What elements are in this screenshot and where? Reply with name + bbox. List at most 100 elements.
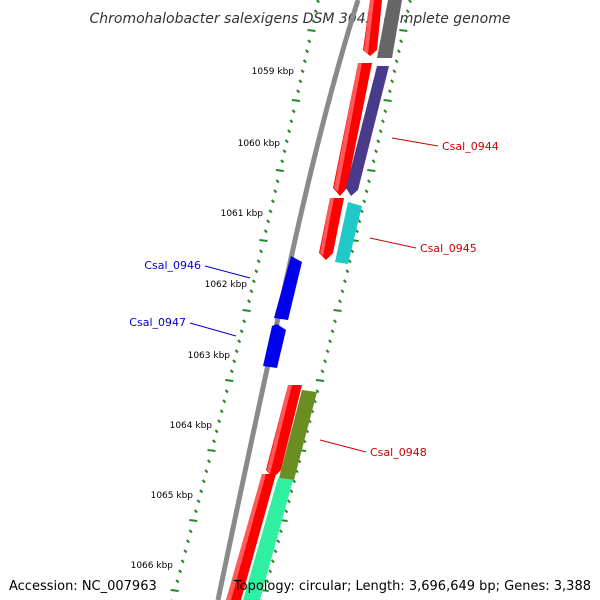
accession-text: Accession: NC_007963 — [9, 579, 157, 594]
kbp-tick-minor — [316, 0, 320, 4]
outer-tick-minor — [323, 359, 327, 364]
kbp-tick-minor — [249, 289, 254, 294]
gene-feature-red[interactable] — [363, 0, 382, 56]
kbp-label: 1064 kbp — [170, 421, 213, 431]
kbp-tick-minor — [206, 459, 211, 464]
outer-tick-minor — [330, 329, 335, 334]
outer-tick-minor — [292, 479, 297, 484]
outer-tick-major — [399, 29, 408, 32]
gene-label-csal-0944[interactable]: Csal_0944 — [442, 140, 499, 153]
outer-tick-minor — [320, 369, 325, 374]
kbp-tick-minor — [175, 579, 180, 584]
kbp-tick-minor — [296, 89, 301, 94]
outer-tick-minor — [284, 509, 289, 514]
kbp-tick-minor — [217, 419, 222, 424]
kbp-tick-minor — [298, 79, 303, 84]
kbp-tick-minor — [183, 549, 188, 554]
kbp-tick-minor — [291, 109, 296, 114]
gene-feature-mint[interactable] — [243, 478, 293, 600]
kbp-tick-minor — [204, 469, 209, 474]
kbp-tick-major — [259, 239, 268, 242]
outer-tick-minor — [371, 159, 376, 164]
kbp-tick-minor — [280, 159, 285, 164]
kbp-tick-minor — [273, 189, 278, 194]
kbp-tick-minor — [251, 279, 256, 284]
kbp-tick-minor — [178, 569, 183, 574]
kbp-tick-minor — [282, 149, 287, 154]
kbp-tick-major — [170, 589, 179, 592]
gene-feature-red[interactable] — [319, 198, 344, 260]
gene-feature-gray[interactable] — [377, 0, 402, 58]
outer-tick-minor — [273, 549, 278, 554]
gene-feature-olive[interactable] — [279, 390, 317, 480]
kbp-tick-minor — [180, 559, 185, 564]
gene-label-csal-0945[interactable]: Csal_0945 — [420, 242, 477, 255]
kbp-tick-major — [275, 169, 285, 172]
kbp-tick-minor — [284, 139, 289, 144]
outer-tick-minor — [276, 539, 281, 544]
kbp-tick-minor — [307, 39, 312, 44]
gene-feature-red[interactable] — [333, 63, 372, 196]
kbp-tick-minor — [199, 489, 204, 494]
gene-feature-blue[interactable] — [263, 324, 286, 368]
outer-tick-minor — [374, 149, 378, 154]
gene-label-csal-0948[interactable]: Csal_0948 — [370, 446, 427, 459]
outer-tick-major — [333, 309, 342, 312]
gene-features — [226, 0, 402, 600]
kbp-label: 1060 kbp — [238, 139, 281, 149]
gene-feature-red[interactable] — [266, 385, 302, 478]
kbp-tick-minor — [289, 119, 294, 124]
outer-tick-minor — [325, 349, 330, 354]
outer-tick-minor — [362, 199, 367, 204]
outer-tick-minor — [408, 0, 412, 4]
gene-label-csal-0947[interactable]: Csal_0947 — [129, 316, 186, 329]
gene-feature-cyan[interactable] — [335, 202, 362, 264]
outer-tick-minor — [350, 249, 355, 254]
genome-stats-text: Topology: circular; Length: 3,696,649 bp… — [233, 579, 591, 594]
kbp-tick-minor — [256, 259, 261, 264]
outer-tick-minor — [403, 19, 408, 24]
outer-tick-minor — [357, 219, 362, 224]
outer-tick-minor — [376, 139, 381, 144]
kbp-label: 1066 kbp — [131, 561, 174, 571]
outer-tick-minor — [289, 489, 294, 494]
kbp-tick-minor — [268, 209, 273, 214]
kbp-tick-minor — [224, 389, 229, 394]
outer-tick-minor — [338, 299, 342, 304]
kbp-tick-major — [207, 449, 216, 452]
gene-feature-red[interactable] — [226, 474, 276, 600]
outer-tick-minor — [347, 259, 352, 264]
kbp-tick-minor — [214, 429, 219, 434]
outer-tick-minor — [399, 39, 404, 44]
outer-tick-minor — [378, 129, 383, 134]
gene-label-csal-0946[interactable]: Csal_0946 — [144, 259, 201, 272]
kbp-tick-minor — [275, 179, 280, 184]
leader-lines — [189, 137, 439, 453]
outer-tick-minor — [405, 9, 410, 14]
gene-feature-purple[interactable] — [346, 66, 389, 196]
outer-tick-ring — [260, 0, 412, 600]
kbp-label: 1061 kbp — [221, 209, 264, 219]
kbp-tick-minor — [302, 59, 307, 64]
outer-tick-minor — [394, 59, 399, 64]
outer-tick-minor — [270, 559, 275, 564]
kbp-tick-minor — [311, 19, 316, 24]
outer-tick-minor — [383, 109, 388, 114]
kbp-tick-minor — [234, 349, 239, 354]
kbp-tick-minor — [237, 339, 242, 344]
kbp-tick-minor — [263, 229, 268, 234]
kbp-tick-major — [307, 29, 316, 32]
kbp-tick-minor — [212, 439, 217, 444]
outer-tick-minor — [396, 49, 401, 54]
kbp-tick-ring — [170, 0, 320, 600]
kbp-tick-minor — [254, 269, 259, 274]
kbp-tick-major — [242, 309, 251, 312]
outer-tick-minor — [355, 229, 359, 234]
kbp-tick-minor — [305, 49, 310, 54]
kbp-tick-major — [189, 519, 198, 522]
kbp-tick-minor — [266, 219, 271, 224]
kbp-tick-minor — [259, 249, 264, 254]
gene-feature-blue[interactable] — [274, 256, 302, 320]
outer-tick-minor — [359, 209, 364, 214]
